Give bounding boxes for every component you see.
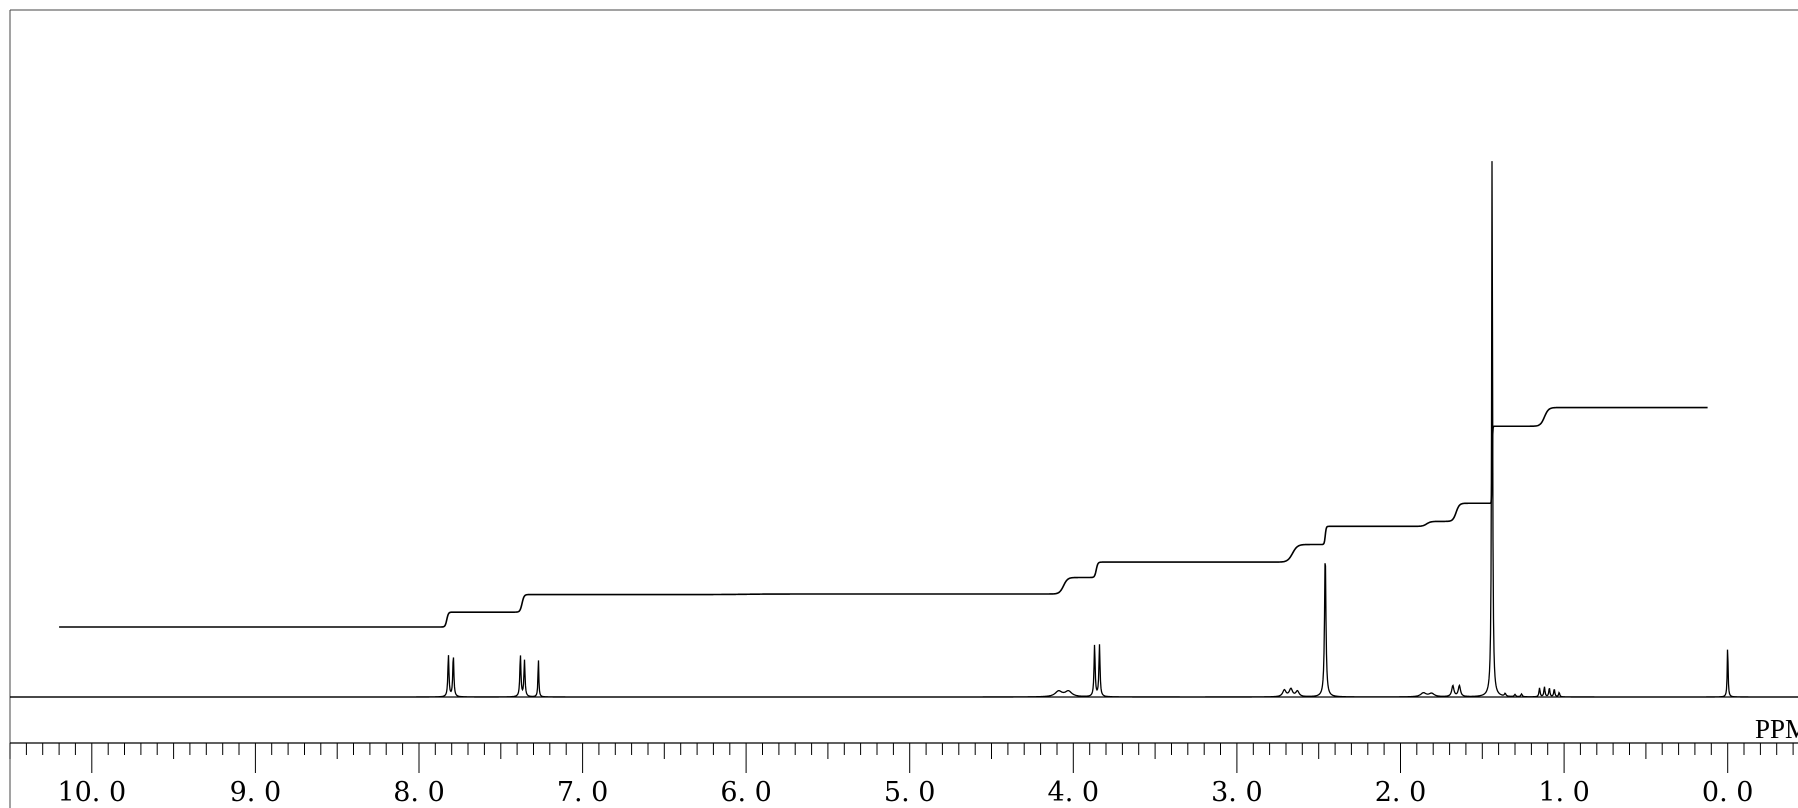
x-axis-ticks xyxy=(9,743,1794,773)
integral-curve xyxy=(59,406,1708,628)
x-tick-label: 6. 0 xyxy=(720,777,772,808)
x-tick-label: 3. 0 xyxy=(1211,777,1263,808)
x-tick-label: 2. 0 xyxy=(1375,777,1427,808)
x-tick-label: 10. 0 xyxy=(57,777,126,808)
x-tick-label: 4. 0 xyxy=(1048,777,1100,808)
x-tick-label: 7. 0 xyxy=(557,777,609,808)
x-tick-label: 5. 0 xyxy=(884,777,936,808)
spectrum-trace xyxy=(10,161,1798,698)
x-tick-label: 1. 0 xyxy=(1538,777,1590,808)
x-tick-label: 0. 0 xyxy=(1702,777,1754,808)
x-axis-unit-label: PPM xyxy=(1755,714,1798,744)
x-tick-label: 9. 0 xyxy=(230,777,282,808)
x-axis-tick-labels: 10. 0 9. 0 8. 0 7. 0 6. 0 5. 0 4. 0 3. 0 2. 0 1. … xyxy=(57,777,1753,808)
x-tick-label: 8. 0 xyxy=(393,777,445,808)
